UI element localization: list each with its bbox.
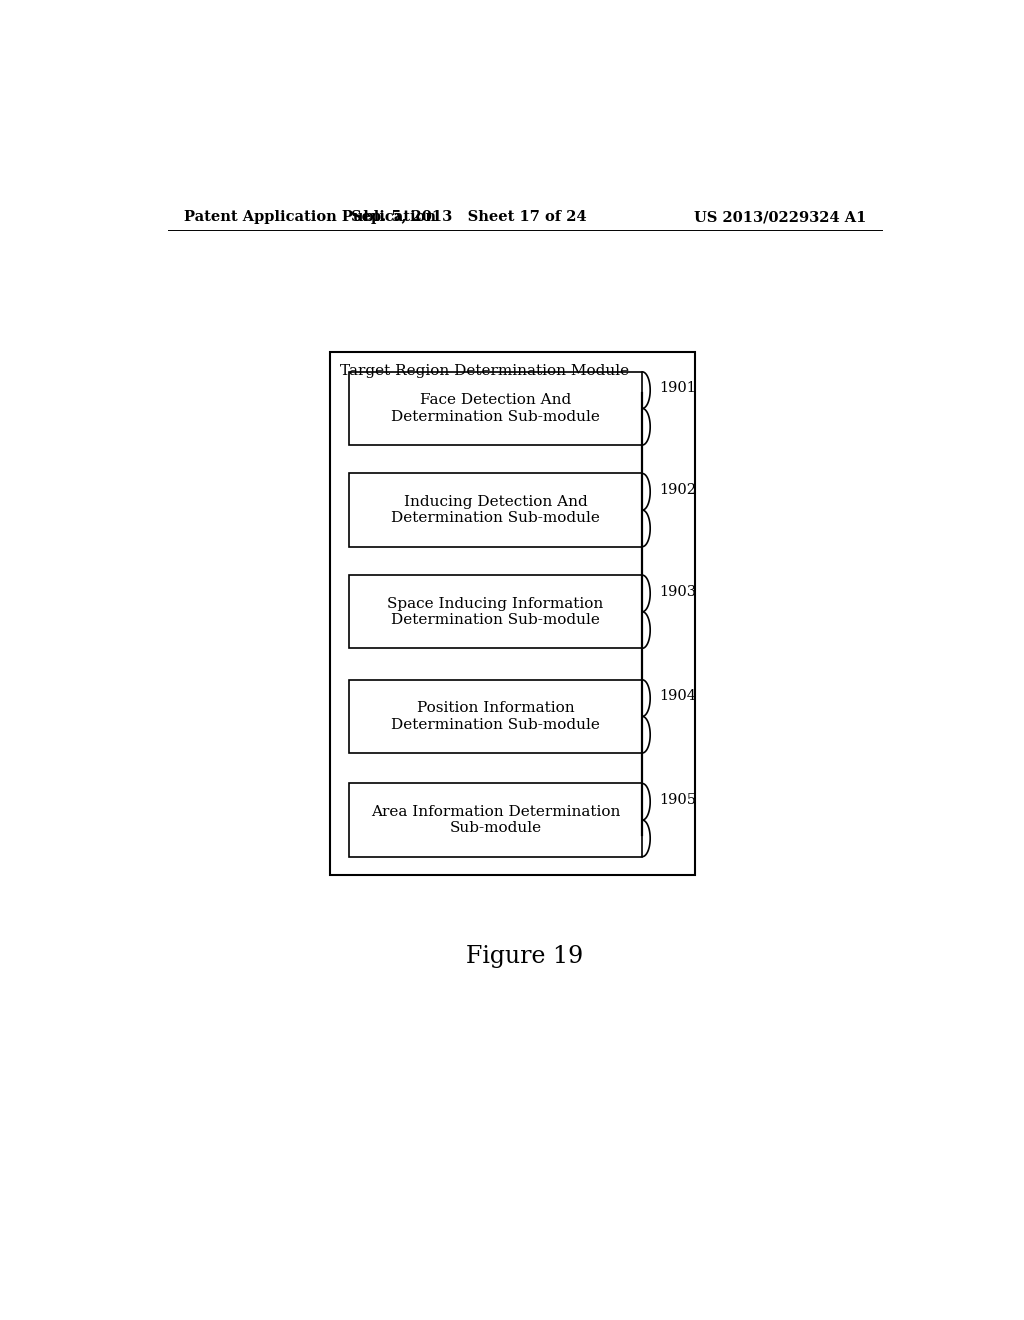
Bar — [331, 351, 695, 875]
Text: 1905: 1905 — [659, 793, 696, 807]
Text: Area Information Determination
Sub-module: Area Information Determination Sub-modul… — [371, 805, 621, 836]
Text: 1902: 1902 — [659, 483, 696, 496]
Text: Target Region Determination Module: Target Region Determination Module — [340, 364, 629, 378]
Text: US 2013/0229324 A1: US 2013/0229324 A1 — [693, 210, 866, 224]
Text: 1903: 1903 — [659, 585, 697, 598]
Text: Inducing Detection And
Determination Sub-module: Inducing Detection And Determination Sub… — [391, 495, 600, 525]
Text: 1904: 1904 — [659, 689, 696, 704]
Text: Face Detection And
Determination Sub-module: Face Detection And Determination Sub-mod… — [391, 393, 600, 424]
Text: Patent Application Publication: Patent Application Publication — [183, 210, 435, 224]
Bar — [348, 474, 642, 546]
Text: Position Information
Determination Sub-module: Position Information Determination Sub-m… — [391, 701, 600, 731]
Bar — [348, 784, 642, 857]
Bar — [348, 576, 642, 648]
Text: Space Inducing Information
Determination Sub-module: Space Inducing Information Determination… — [387, 597, 603, 627]
Text: 1901: 1901 — [659, 381, 696, 395]
Text: Figure 19: Figure 19 — [466, 945, 584, 968]
Text: Sep. 5, 2013   Sheet 17 of 24: Sep. 5, 2013 Sheet 17 of 24 — [351, 210, 587, 224]
Bar — [348, 372, 642, 445]
Bar — [348, 680, 642, 752]
